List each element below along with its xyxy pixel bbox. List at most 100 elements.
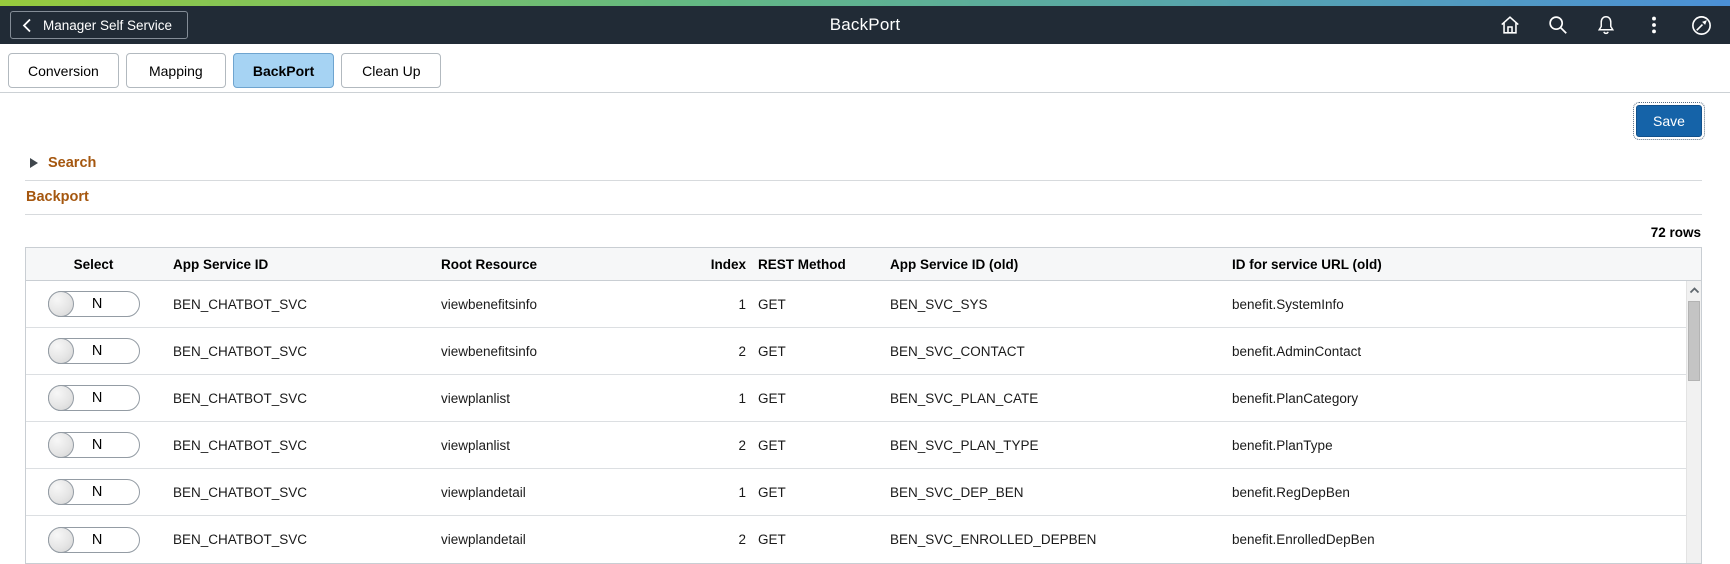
select-cell: N xyxy=(26,385,161,411)
app-service-id-cell: BEN_CHATBOT_SVC xyxy=(173,390,308,406)
table-row: N BEN_CHATBOT_SVC viewplandetail 1 GET B… xyxy=(26,469,1686,516)
column-header-app-service-id-old: App Service ID (old) xyxy=(890,256,1019,272)
toggle-knob xyxy=(47,291,74,317)
select-cell: N xyxy=(26,432,161,458)
toggle-value: N xyxy=(91,390,103,406)
id-for-service-url-old-cell: benefit.RegDepBen xyxy=(1232,484,1350,500)
vertical-scrollbar[interactable] xyxy=(1686,281,1701,563)
search-section-label: Search xyxy=(48,155,97,171)
toolbar: Save xyxy=(25,102,1705,140)
toggle-value: N xyxy=(91,437,103,453)
index-cell: 1 xyxy=(738,484,746,500)
table-row: N BEN_CHATBOT_SVC viewbenefitsinfo 1 GET… xyxy=(26,281,1686,328)
id-for-service-url-old-cell: benefit.PlanType xyxy=(1232,437,1333,453)
root-resource-cell: viewbenefitsinfo xyxy=(441,343,538,359)
index-cell: 2 xyxy=(738,343,746,359)
tab-conversion[interactable]: Conversion xyxy=(8,53,119,88)
grid-header-row: Select App Service ID Root Resource Inde… xyxy=(26,248,1701,281)
rest-method-cell: GET xyxy=(758,390,786,406)
column-header-index: Index xyxy=(710,256,746,272)
app-service-id-cell: BEN_CHATBOT_SVC xyxy=(173,296,308,312)
rest-method-cell: GET xyxy=(758,484,786,500)
disclosure-right-arrow-icon xyxy=(30,158,38,168)
index-cell: 2 xyxy=(738,437,746,453)
select-toggle[interactable]: N xyxy=(47,479,140,505)
column-header-app-service-id: App Service ID xyxy=(173,256,269,272)
navbar-compass-icon[interactable] xyxy=(1690,14,1713,37)
rest-method-cell: GET xyxy=(758,532,786,547)
main-content: Save Search Backport 72 rows Select App … xyxy=(0,102,1730,564)
root-resource-cell: viewplandetail xyxy=(441,484,526,500)
id-for-service-url-old-cell: benefit.EnrolledDepBen xyxy=(1232,532,1375,547)
toggle-value: N xyxy=(91,343,103,359)
app-service-id-cell: BEN_CHATBOT_SVC xyxy=(173,343,308,359)
toggle-value: N xyxy=(91,531,103,548)
rest-method-cell: GET xyxy=(758,343,786,359)
scrollbar-thumb[interactable] xyxy=(1688,301,1700,381)
app-header: Manager Self Service BackPort xyxy=(0,6,1730,44)
backport-section-label: Backport xyxy=(26,189,89,205)
id-for-service-url-old-cell: benefit.AdminContact xyxy=(1232,343,1362,359)
rest-method-cell: GET xyxy=(758,437,786,453)
backport-section: Backport xyxy=(25,181,1702,215)
header-icon-bar xyxy=(1498,14,1713,37)
back-button[interactable]: Manager Self Service xyxy=(10,11,189,39)
home-icon[interactable] xyxy=(1498,14,1521,37)
index-cell: 2 xyxy=(738,532,746,547)
table-row: N BEN_CHATBOT_SVC viewplanlist 1 GET BEN… xyxy=(26,375,1686,422)
select-toggle[interactable]: N xyxy=(47,291,140,317)
backport-grid: Select App Service ID Root Resource Inde… xyxy=(25,247,1702,564)
toggle-value: N xyxy=(91,296,103,312)
tab-mapping[interactable]: Mapping xyxy=(125,53,226,88)
app-service-id-old-cell: BEN_SVC_PLAN_CATE xyxy=(890,390,1039,406)
select-toggle[interactable]: N xyxy=(47,338,140,364)
root-resource-cell: viewbenefitsinfo xyxy=(441,296,538,312)
index-cell: 1 xyxy=(738,296,746,312)
back-button-label: Manager Self Service xyxy=(43,17,173,33)
app-service-id-old-cell: BEN_SVC_SYS xyxy=(890,296,988,312)
app-service-id-cell: BEN_CHATBOT_SVC xyxy=(173,532,308,547)
table-row: N BEN_CHATBOT_SVC viewplandetail 2 GET B… xyxy=(26,516,1686,563)
toggle-knob xyxy=(47,432,74,458)
column-header-id-for-service-url-old: ID for service URL (old) xyxy=(1232,256,1382,272)
toggle-knob xyxy=(47,385,74,411)
index-cell: 1 xyxy=(738,390,746,406)
app-service-id-cell: BEN_CHATBOT_SVC xyxy=(173,437,308,453)
tab-backport[interactable]: BackPort xyxy=(232,53,335,88)
toggle-knob xyxy=(47,479,74,505)
notifications-bell-icon[interactable] xyxy=(1594,14,1617,37)
root-resource-cell: viewplandetail xyxy=(441,532,526,547)
root-resource-cell: viewplanlist xyxy=(441,390,511,406)
select-toggle[interactable]: N xyxy=(47,385,140,411)
select-toggle[interactable]: N xyxy=(47,526,140,553)
page-title: BackPort xyxy=(829,15,901,34)
column-header-root-resource: Root Resource xyxy=(441,256,538,272)
tab-clean-up[interactable]: Clean Up xyxy=(341,53,442,88)
select-toggle[interactable]: N xyxy=(47,432,140,458)
toggle-value: N xyxy=(91,484,103,500)
table-body: N BEN_CHATBOT_SVC viewbenefitsinfo 1 GET… xyxy=(26,281,1701,563)
app-service-id-cell: BEN_CHATBOT_SVC xyxy=(173,484,308,500)
tab-bar: Conversion Mapping BackPort Clean Up xyxy=(0,44,1730,93)
select-cell: N xyxy=(26,291,161,317)
column-header-rest-method: REST Method xyxy=(758,256,846,272)
app-service-id-old-cell: BEN_SVC_DEP_BEN xyxy=(890,484,1024,500)
scrollbar-up-arrow-icon[interactable] xyxy=(1687,281,1701,299)
table-row: N BEN_CHATBOT_SVC viewplanlist 2 GET BEN… xyxy=(26,422,1686,469)
search-disclosure[interactable]: Search xyxy=(25,155,1702,181)
column-header-select: Select xyxy=(73,256,114,272)
chevron-left-icon xyxy=(22,18,32,33)
root-resource-cell: viewplanlist xyxy=(441,437,511,453)
more-actions-kebab-icon[interactable] xyxy=(1642,14,1665,37)
rest-method-cell: GET xyxy=(758,296,786,312)
select-cell: N xyxy=(26,338,161,364)
app-service-id-old-cell: BEN_SVC_ENROLLED_DEPBEN xyxy=(890,532,1097,547)
id-for-service-url-old-cell: benefit.PlanCategory xyxy=(1232,390,1359,406)
table-row: N BEN_CHATBOT_SVC viewbenefitsinfo 2 GET… xyxy=(26,328,1686,375)
row-count: 72 rows xyxy=(1650,225,1701,240)
app-service-id-old-cell: BEN_SVC_PLAN_TYPE xyxy=(890,437,1039,453)
toggle-knob xyxy=(47,526,74,553)
brand-gradient-strip xyxy=(0,0,1730,6)
search-icon[interactable] xyxy=(1546,14,1569,37)
save-button[interactable]: Save xyxy=(1633,102,1705,140)
